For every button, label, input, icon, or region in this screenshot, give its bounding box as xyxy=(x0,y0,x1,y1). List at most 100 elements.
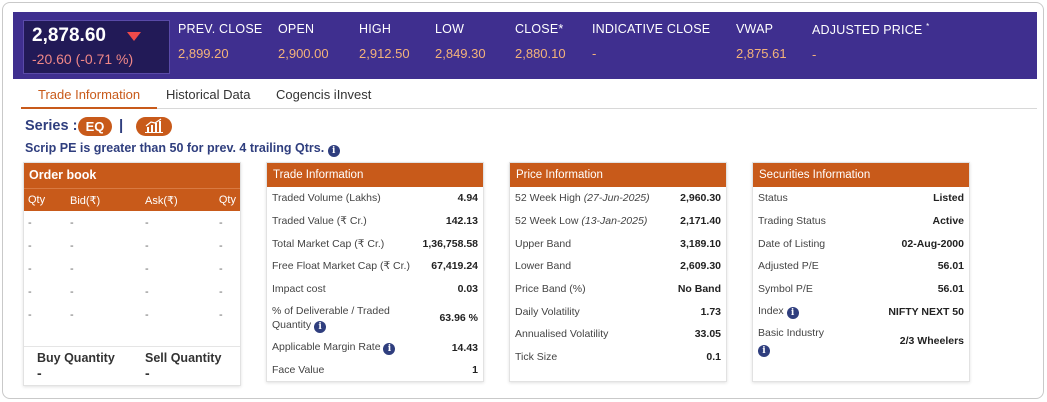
stat-value: 2,899.20 xyxy=(178,46,229,61)
series-label: Series : xyxy=(25,118,78,134)
row-label: Traded Volume (Lakhs) xyxy=(272,192,381,205)
row-label: Applicable Margin Rate i xyxy=(272,340,396,355)
row-value: 3,189.10 xyxy=(680,237,721,250)
buy-quantity-value: - xyxy=(37,365,42,381)
chart-button[interactable] xyxy=(136,117,172,136)
stat-label-text: ADJUSTED PRICE xyxy=(812,23,923,38)
row-label: Face Value xyxy=(272,364,325,377)
row-value: 2,171.40 xyxy=(680,215,721,228)
cell: - xyxy=(145,240,149,252)
row-label-text: Basic Industry xyxy=(758,327,824,340)
price-info-row: Upper Band 3,189.10 xyxy=(515,232,721,255)
tab-trade-information[interactable]: Trade Information xyxy=(21,82,158,109)
price-info-row: 52 Week High (27-Jun-2025) 2,960.30 xyxy=(515,187,721,210)
footnote-mark: * xyxy=(926,22,930,31)
tab-cogencis-iinvest[interactable]: Cogencis iInvest xyxy=(276,87,372,102)
row-label-text: 52 Week Low xyxy=(515,215,579,228)
stat-label: VWAP xyxy=(736,22,774,36)
cell: - xyxy=(219,263,223,275)
price-info-row: Annualised Volatility 33.05 xyxy=(515,323,721,346)
row-value: 0.1 xyxy=(706,351,721,364)
price-information-panel: Price Information 52 Week High (27-Jun-2… xyxy=(509,162,727,382)
cell: - xyxy=(28,240,32,252)
tab-bar: Trade Information Historical Data Cogenc… xyxy=(21,82,1037,109)
info-icon[interactable]: i xyxy=(314,320,327,333)
trade-info-row: % of Deliverable / Traded Quantity i 63.… xyxy=(272,300,478,336)
sell-quantity-value: - xyxy=(145,365,150,381)
col-ask: Ask(₹) xyxy=(145,195,178,207)
info-icon[interactable]: i xyxy=(758,345,770,358)
row-value: 2,609.30 xyxy=(680,260,721,273)
row-value: 56.01 xyxy=(937,260,964,273)
row-label: Free Float Market Cap (₹ Cr.) xyxy=(272,260,410,273)
price-down-arrow-icon xyxy=(127,32,141,41)
cell: - xyxy=(219,217,223,229)
securities-information-title: Securities Information xyxy=(753,163,969,187)
order-book-row: - - - - xyxy=(24,280,240,303)
info-icon[interactable]: i xyxy=(383,342,396,355)
trade-info-row: Total Market Cap (₹ Cr.) 1,36,758.58 xyxy=(272,232,478,255)
order-book-header: Qty Bid(₹) Ask(₹) Qty xyxy=(24,188,240,211)
row-label: Index i xyxy=(758,305,799,319)
stat-label: CLOSE* xyxy=(515,22,564,36)
row-value: 1,36,758.58 xyxy=(422,237,478,250)
cell: - xyxy=(28,263,32,275)
stat-adjusted-price: ADJUSTED PRICE * - xyxy=(812,22,929,62)
pe-note: Scrip PE is greater than 50 for prev. 4 … xyxy=(25,141,340,157)
order-book-row: - - - - xyxy=(24,211,240,234)
cell: - xyxy=(28,286,32,298)
securities-info-row: Symbol P/E 56.01 xyxy=(758,278,964,301)
row-value: 4.94 xyxy=(457,192,478,205)
cell: - xyxy=(145,217,149,229)
row-label-text: Applicable Margin Rate xyxy=(272,340,381,353)
stat-label: INDICATIVE CLOSE xyxy=(592,22,711,36)
row-label: Lower Band xyxy=(515,260,572,273)
price-change: -20.60 (-0.71 %) xyxy=(32,51,134,67)
row-value: 02-Aug-2000 xyxy=(901,237,964,250)
row-value: 14.43 xyxy=(451,341,478,354)
row-label-date: (13-Jan-2025) xyxy=(581,215,648,228)
stat-label: LOW xyxy=(435,22,465,36)
tab-historical-data[interactable]: Historical Data xyxy=(166,87,251,102)
row-label: Daily Volatility xyxy=(515,305,580,318)
cell: - xyxy=(70,240,74,252)
price-info-row: Daily Volatility 1.73 xyxy=(515,300,721,323)
stat-vwap: VWAP 2,875.61 xyxy=(736,22,787,61)
last-price-box: 2,878.60 -20.60 (-0.71 %) xyxy=(23,20,170,74)
stat-low: LOW 2,849.30 xyxy=(435,22,486,61)
row-value: 1.73 xyxy=(700,305,721,318)
series-eq-button[interactable]: EQ xyxy=(78,117,112,136)
cell: - xyxy=(219,309,223,321)
price-info-row: Price Band (%) No Band xyxy=(515,278,721,301)
info-icon[interactable]: i xyxy=(327,145,340,157)
row-label-date: (27-Jun-2025) xyxy=(583,192,650,205)
securities-info-row: Date of Listing 02-Aug-2000 xyxy=(758,232,964,255)
row-label: Tick Size xyxy=(515,351,558,364)
stat-value: 2,875.61 xyxy=(736,46,787,61)
cell: - xyxy=(70,217,74,229)
row-label: Total Market Cap (₹ Cr.) xyxy=(272,237,385,250)
stat-high: HIGH 2,912.50 xyxy=(359,22,410,61)
info-icon[interactable]: i xyxy=(786,306,799,319)
row-value: 33.05 xyxy=(694,328,721,341)
quote-header: 2,878.60 -20.60 (-0.71 %) PREV. CLOSE 2,… xyxy=(13,12,1037,79)
row-value: 1 xyxy=(472,364,478,377)
row-label: Adjusted P/E xyxy=(758,260,819,273)
cell: - xyxy=(70,263,74,275)
stat-value: 2,900.00 xyxy=(278,46,329,61)
trade-info-row: Impact cost 0.03 xyxy=(272,278,478,301)
last-price: 2,878.60 xyxy=(32,25,106,46)
price-info-row: Tick Size 0.1 xyxy=(515,346,721,369)
row-label: Impact cost xyxy=(272,283,326,296)
securities-info-row: Status Listed xyxy=(758,187,964,210)
row-label: Upper Band xyxy=(515,237,572,250)
stat-label: OPEN xyxy=(278,22,315,36)
row-label-line-2: Quantity xyxy=(272,318,312,331)
cell: - xyxy=(219,240,223,252)
row-label: 52 Week Low (13-Jan-2025) xyxy=(515,215,647,227)
securities-information-panel: Securities Information Status Listed Trad… xyxy=(752,162,970,382)
cell: - xyxy=(145,263,149,275)
row-value: 63.96 % xyxy=(439,312,478,325)
cell: - xyxy=(70,309,74,321)
stat-value: 2,849.30 xyxy=(435,46,486,61)
